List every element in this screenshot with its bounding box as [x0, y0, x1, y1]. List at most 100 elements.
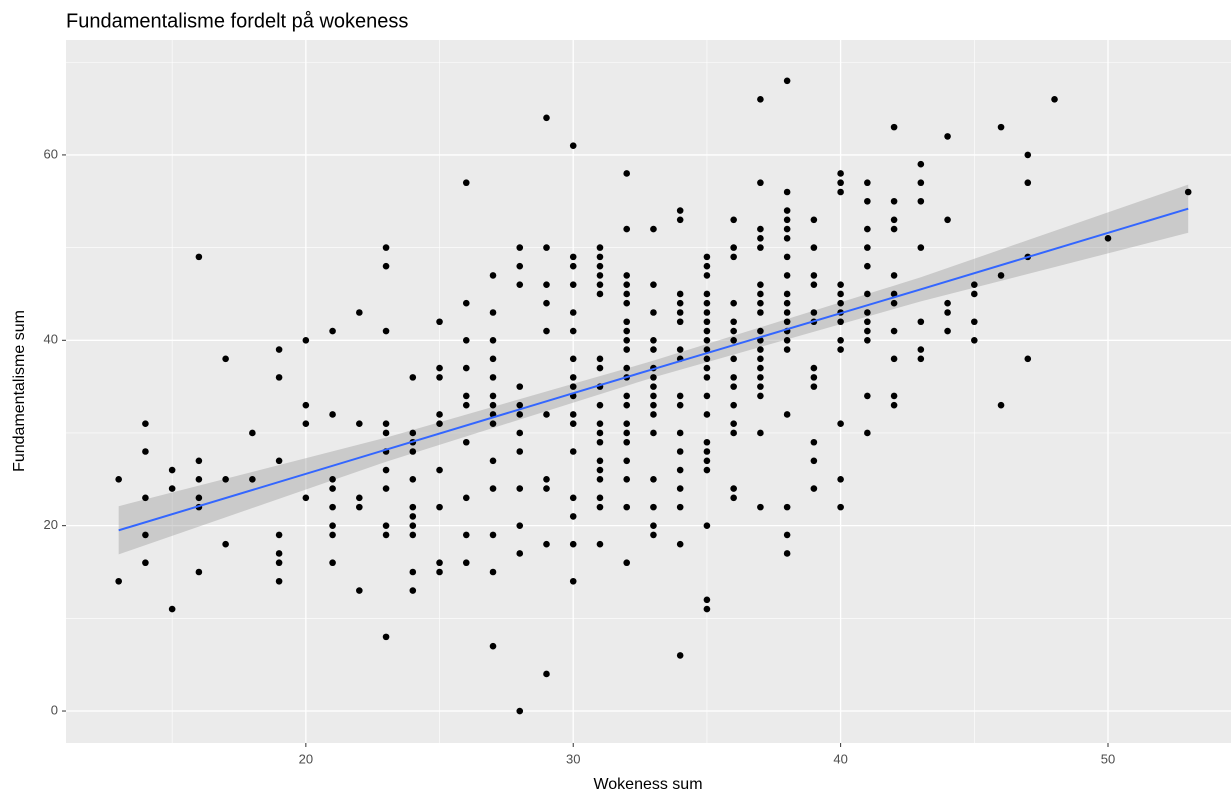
point: [543, 244, 550, 251]
point: [757, 355, 764, 363]
point: [650, 346, 657, 353]
point: [837, 170, 844, 177]
point: [382, 522, 390, 529]
point: [275, 531, 283, 539]
point: [703, 438, 711, 446]
point: [730, 355, 737, 363]
point: [516, 401, 524, 409]
point: [757, 244, 764, 251]
point: [1184, 188, 1192, 196]
point: [436, 318, 443, 326]
point: [462, 392, 470, 400]
point: [382, 262, 390, 270]
point: [543, 476, 550, 483]
point: [222, 355, 229, 363]
points-layer: [115, 77, 1192, 715]
point: [650, 411, 657, 418]
point: [864, 262, 871, 270]
point: [409, 374, 417, 381]
point: [810, 383, 818, 390]
point: [516, 411, 524, 418]
point: [356, 309, 363, 316]
point: [703, 272, 711, 279]
point: [142, 531, 149, 539]
point: [864, 290, 871, 298]
point: [676, 299, 684, 307]
point: [703, 596, 711, 604]
point: [757, 281, 764, 288]
point: [142, 559, 149, 567]
point: [783, 235, 791, 242]
point: [302, 494, 310, 502]
point: [489, 485, 497, 492]
point: [730, 318, 737, 326]
point: [382, 466, 390, 474]
point: [703, 448, 711, 455]
point: [168, 466, 176, 474]
point: [382, 244, 390, 251]
point: [489, 355, 497, 363]
point: [623, 225, 631, 233]
point: [971, 290, 978, 298]
point: [623, 364, 631, 372]
point: [142, 448, 149, 455]
point: [703, 346, 711, 353]
point: [703, 374, 711, 381]
point: [1024, 151, 1032, 159]
point: [569, 411, 577, 418]
point: [810, 244, 818, 251]
point: [195, 568, 203, 576]
point: [703, 605, 711, 613]
point: [302, 401, 310, 409]
point: [730, 401, 737, 409]
x-tick-label: 50: [1101, 751, 1115, 766]
point: [676, 290, 684, 298]
point: [650, 392, 657, 400]
point: [596, 364, 604, 372]
point: [757, 309, 764, 316]
point: [917, 318, 925, 326]
point: [650, 476, 657, 483]
point: [462, 559, 470, 567]
point: [195, 457, 203, 465]
point: [516, 429, 524, 437]
point: [676, 392, 684, 400]
point: [890, 401, 898, 409]
point: [1051, 96, 1058, 103]
point: [329, 411, 336, 418]
point: [757, 327, 764, 335]
point: [516, 244, 524, 251]
point: [329, 327, 336, 335]
point: [917, 197, 925, 205]
point: [436, 411, 443, 418]
point: [623, 290, 631, 298]
point: [436, 559, 443, 567]
point: [703, 253, 711, 261]
point: [543, 299, 550, 307]
point: [543, 540, 550, 548]
point: [569, 494, 577, 502]
point: [329, 476, 336, 483]
point: [730, 216, 737, 224]
point: [516, 485, 524, 492]
point: [409, 503, 417, 511]
point: [757, 225, 764, 233]
point: [997, 123, 1005, 131]
point: [783, 346, 791, 353]
point: [676, 401, 684, 409]
point: [703, 299, 711, 307]
point: [623, 327, 631, 335]
point: [409, 448, 417, 455]
point: [650, 336, 657, 344]
point: [864, 309, 871, 316]
point: [329, 503, 336, 511]
point: [650, 281, 657, 288]
point: [810, 309, 818, 316]
point: [623, 318, 631, 326]
point: [275, 374, 283, 381]
point: [783, 225, 791, 233]
point: [329, 531, 336, 539]
point: [543, 670, 550, 678]
point: [890, 355, 898, 363]
point: [810, 216, 818, 224]
